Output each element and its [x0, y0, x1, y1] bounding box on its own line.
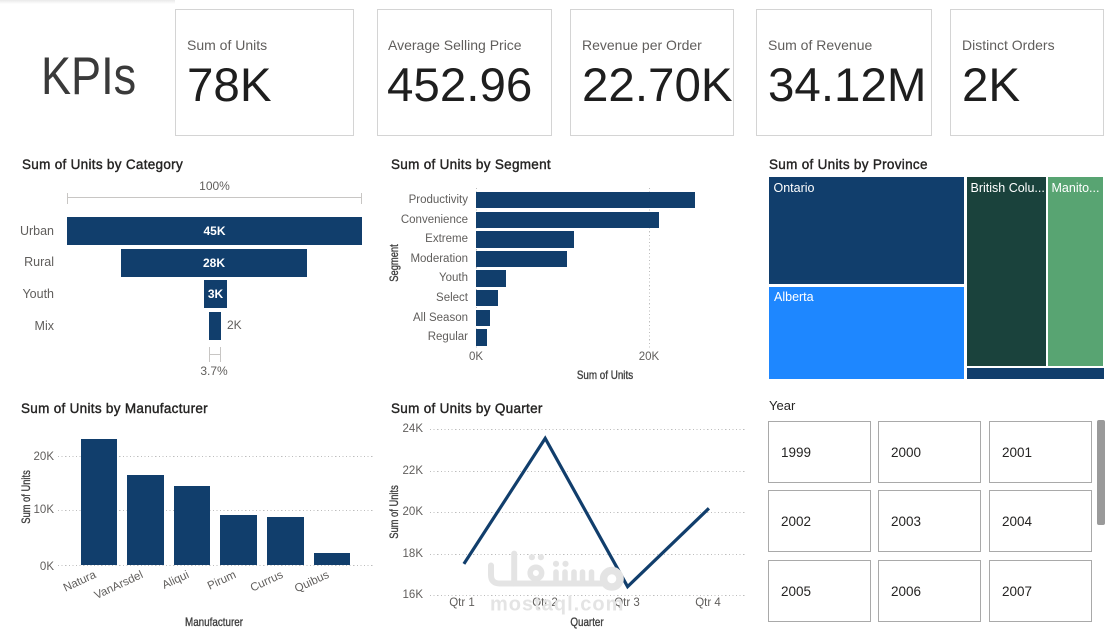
svg-text:mostaql.com: mostaql.com — [490, 594, 624, 616]
